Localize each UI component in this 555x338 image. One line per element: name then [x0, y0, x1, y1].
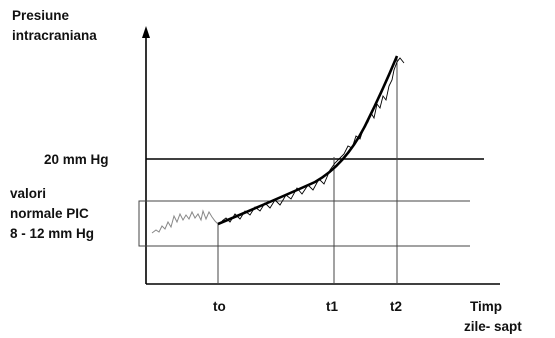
normal-range-bracket [138, 200, 146, 247]
normal-range-label-line1: valori [10, 186, 46, 201]
x-axis-label: Timp zile- sapt [464, 299, 522, 334]
y-axis-arrow-icon [142, 26, 150, 38]
y-axis-label-line2: intracraniana [12, 28, 97, 43]
x-axis-label-line1: Timp [470, 299, 502, 314]
y-axis-label-line1: Presiune [12, 8, 70, 23]
time-marker-to: to [213, 299, 226, 314]
normal-range-label-line3: 8 - 12 mm Hg [10, 226, 94, 241]
normal-range-label-line2: normale PIC [10, 206, 89, 221]
reference-line-label: 20 mm Hg [44, 152, 109, 167]
time-marker-t2: t2 [390, 299, 402, 314]
normal-range-label: valori normale PIC 8 - 12 mm Hg [10, 186, 94, 241]
icp-curve [217, 55, 399, 226]
y-axis-label: Presiune intracraniana [12, 8, 97, 43]
x-axis-label-line2: zile- sapt [464, 319, 522, 334]
time-marker-t1: t1 [326, 299, 338, 314]
baseline-trace [151, 209, 219, 234]
icp-curve-noise [221, 57, 405, 223]
